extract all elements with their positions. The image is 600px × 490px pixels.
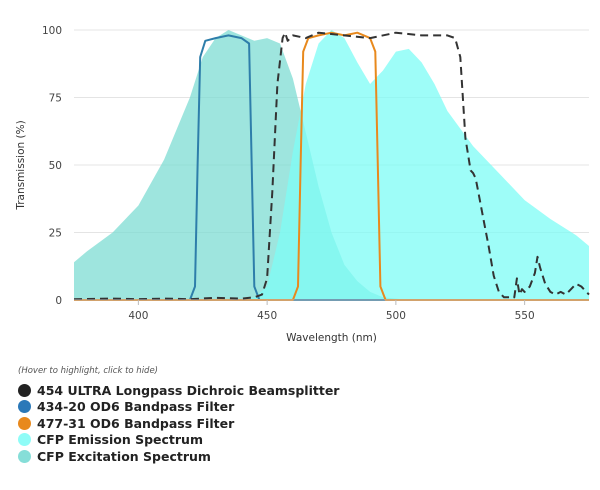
legend-swatch-dichroic [18, 383, 31, 397]
legend-item-dichroic[interactable]: 454 ULTRA Longpass Dichroic Beamsplitter [18, 382, 588, 399]
axes: 0 25 50 75 100 400 450 500 550 [42, 25, 589, 322]
x-tick-label-400: 400 [128, 310, 148, 322]
x-tick-label-550: 550 [515, 310, 535, 322]
legend-label-dichroic: 454 ULTRA Longpass Dichroic Beamsplitter [37, 382, 340, 398]
x-tick-label-450: 450 [257, 310, 277, 322]
legend-swatch-477-filter [18, 416, 31, 430]
legend-swatch-cfp-emission [18, 433, 31, 447]
legend-item-cfp-emission[interactable]: CFP Emission Spectrum [18, 432, 588, 449]
legend-label-cfp-excitation: CFP Excitation Spectrum [37, 448, 211, 464]
x-tick-label-500: 500 [386, 310, 406, 322]
y-tick-label-0: 0 [55, 295, 62, 307]
legend-swatch-434-filter [18, 400, 31, 414]
y-axis-label: Transmission (%) [15, 120, 27, 210]
legend-item-434-filter[interactable]: 434-20 OD6 Bandpass Filter [18, 399, 588, 416]
y-tick-label-25: 25 [49, 228, 62, 240]
legend-item-477-filter[interactable]: 477-31 OD6 Bandpass Filter [18, 415, 588, 432]
legend-hint: (Hover to highlight, click to hide) [18, 366, 158, 376]
legend-label-cfp-emission: CFP Emission Spectrum [37, 432, 203, 448]
area-series [74, 30, 589, 300]
x-axis-label: Wavelength (nm) [286, 332, 377, 344]
legend-label-477-filter: 477-31 OD6 Bandpass Filter [37, 415, 235, 431]
series-cfp-emission-spectrum-area[interactable] [241, 30, 589, 300]
legend-label-434-filter: 434-20 OD6 Bandpass Filter [37, 399, 235, 415]
legend-swatch-cfp-excitation [18, 449, 31, 463]
line-series [73, 31, 590, 301]
series-434-20-od6-bandpass-filter-line[interactable] [74, 34, 589, 301]
legend: (Hover to highlight, click to hide) 454 … [18, 366, 588, 465]
y-tick-label-100: 100 [42, 25, 62, 37]
spectra-chart: 0 25 50 75 100 400 450 500 550 Wavelength (nm) T… [15, 25, 590, 344]
series-454-ultra-longpass-dichroic-beamsplitter-line[interactable] [73, 31, 590, 301]
legend-item-cfp-excitation[interactable]: CFP Excitation Spectrum [18, 448, 588, 465]
y-tick-label-50: 50 [49, 160, 62, 172]
y-tick-label-75: 75 [49, 93, 62, 105]
